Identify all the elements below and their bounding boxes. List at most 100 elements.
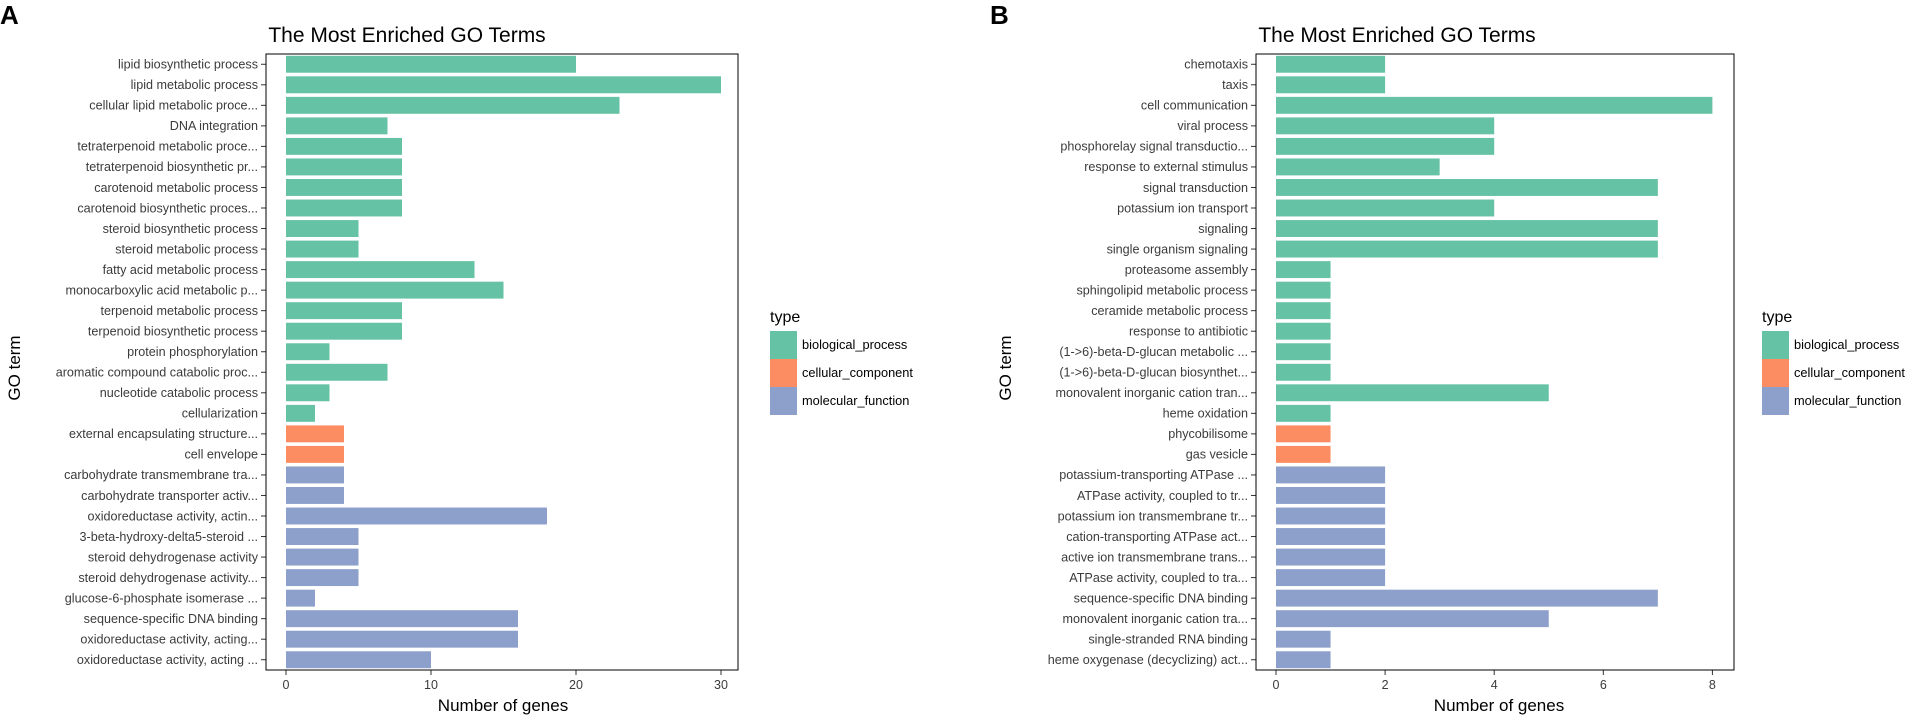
bar-molecular-function xyxy=(286,528,359,545)
y-tick-label: phycobilisome xyxy=(1168,427,1248,441)
bar-biological-process xyxy=(1276,384,1549,402)
bar-molecular-function xyxy=(1276,528,1386,545)
bar-biological-process xyxy=(1276,240,1658,258)
y-tick-label: steroid dehydrogenase activity... xyxy=(78,571,258,585)
bar-series xyxy=(1276,55,1713,669)
bar-cellular-component xyxy=(1276,445,1331,463)
bar-biological-process xyxy=(1276,281,1331,299)
bar-molecular-function xyxy=(286,466,344,484)
panel-label: B xyxy=(990,0,1009,30)
legend-swatch-molecular-function xyxy=(1762,387,1789,415)
bar-biological-process xyxy=(286,96,620,114)
y-tick-label: (1->6)-beta-D-glucan metabolic ... xyxy=(1059,345,1248,359)
bar-biological-process xyxy=(286,76,721,94)
y-tick-label: oxidoreductase activity, acting ... xyxy=(77,653,258,667)
x-tick-label: 8 xyxy=(1709,678,1716,692)
y-tick-label: ceramide metabolic process xyxy=(1091,304,1248,318)
legend-label-biological-process: biological_process xyxy=(802,337,907,352)
y-tick-label: sequence-specific DNA binding xyxy=(84,612,258,626)
bar-biological-process xyxy=(286,240,359,258)
y-tick-label: signal transduction xyxy=(1143,181,1248,195)
chart-title: The Most Enriched GO Terms xyxy=(1258,24,1535,47)
bar-biological-process xyxy=(1276,179,1658,196)
legend-swatch-molecular-function xyxy=(770,387,797,415)
y-tick-label: carbohydrate transporter activ... xyxy=(81,489,258,503)
y-tick-label: nucleotide catabolic process xyxy=(100,386,258,400)
y-axis-title: GO term xyxy=(996,335,1015,400)
bar-biological-process xyxy=(286,117,388,135)
bar-biological-process xyxy=(286,220,359,237)
bar-biological-process xyxy=(1276,137,1495,155)
y-tick-label: potassium-transporting ATPase ... xyxy=(1059,468,1248,482)
bar-molecular-function xyxy=(1276,487,1386,504)
y-tick-label: cell communication xyxy=(1141,99,1248,113)
y-tick-label: cellular lipid metabolic proce... xyxy=(89,99,258,113)
bar-molecular-function xyxy=(286,651,431,669)
bar-biological-process xyxy=(1276,220,1658,237)
bar-molecular-function xyxy=(286,548,359,566)
bar-molecular-function xyxy=(286,589,315,607)
y-tick-label: monovalent inorganic cation tra... xyxy=(1062,612,1248,626)
bar-biological-process xyxy=(1276,55,1386,73)
panel-a: A The Most Enriched GO Terms GO term Num… xyxy=(0,0,913,715)
bar-biological-process xyxy=(1276,76,1386,94)
y-tick-label: viral process xyxy=(1177,119,1248,133)
bar-biological-process xyxy=(286,322,402,340)
y-tick-label: ATPase activity, coupled to tra... xyxy=(1069,571,1248,585)
y-tick-label: tetraterpenoid metabolic proce... xyxy=(77,140,258,154)
bar-biological-process xyxy=(286,199,402,217)
bar-biological-process xyxy=(286,343,330,361)
y-tick-label: response to antibiotic xyxy=(1129,325,1248,339)
y-tick-label: phosphorelay signal transductio... xyxy=(1060,140,1248,154)
legend: type biological_process cellular_compone… xyxy=(770,309,913,415)
y-tick-label: (1->6)-beta-D-glucan biosynthet... xyxy=(1059,366,1248,380)
x-ticks: 0 10 20 30 xyxy=(283,670,728,692)
bar-biological-process xyxy=(286,158,402,176)
x-tick-label: 30 xyxy=(714,678,728,692)
y-tick-label: active ion transmembrane trans... xyxy=(1061,550,1248,564)
y-tick-label: oxidoreductase activity, acting... xyxy=(80,633,258,647)
y-tick-label: external encapsulating structure... xyxy=(69,427,258,441)
bar-biological-process xyxy=(1276,117,1495,135)
bar-biological-process xyxy=(1276,363,1331,381)
legend-label-molecular-function: molecular_function xyxy=(1794,393,1901,408)
y-tick-label: potassium ion transport xyxy=(1117,201,1248,215)
y-tick-label: protein phosphorylation xyxy=(127,345,258,359)
bar-molecular-function xyxy=(1276,548,1386,566)
y-tick-label: lipid biosynthetic process xyxy=(118,58,258,72)
x-tick-label: 2 xyxy=(1382,678,1389,692)
y-tick-label: potassium ion transmembrane tr... xyxy=(1058,509,1248,523)
bar-molecular-function xyxy=(1276,630,1331,648)
bar-biological-process xyxy=(1276,158,1440,176)
y-axis-title: GO term xyxy=(5,335,24,400)
y-tick-label: steroid dehydrogenase activity xyxy=(88,550,259,564)
plot-frame xyxy=(265,53,739,671)
plot-frame xyxy=(1255,53,1735,671)
y-tick-label: DNA integration xyxy=(170,119,258,133)
y-tick-label: monocarboxylic acid metabolic p... xyxy=(66,283,259,297)
bar-series xyxy=(286,55,721,669)
legend-title: type xyxy=(1762,309,1792,326)
bar-biological-process xyxy=(1276,261,1331,279)
legend-title: type xyxy=(770,309,800,326)
y-tick-label: tetraterpenoid biosynthetic pr... xyxy=(86,160,258,174)
y-tick-label: steroid biosynthetic process xyxy=(103,222,258,236)
x-tick-label: 6 xyxy=(1600,678,1607,692)
y-tick-labels: lipid biosynthetic process lipid metaboli… xyxy=(56,58,266,667)
bar-biological-process xyxy=(286,281,504,299)
y-tick-label: terpenoid biosynthetic process xyxy=(88,325,258,339)
legend-swatch-biological-process xyxy=(1762,331,1789,359)
bar-cellular-component xyxy=(1276,425,1331,443)
y-tick-label: single-stranded RNA binding xyxy=(1088,633,1248,647)
bar-molecular-function xyxy=(1276,610,1549,628)
bar-biological-process xyxy=(1276,343,1331,361)
x-tick-label: 4 xyxy=(1491,678,1498,692)
y-tick-label: response to external stimulus xyxy=(1084,160,1248,174)
legend-label-cellular-component: cellular_component xyxy=(802,365,913,380)
y-tick-label: steroid metabolic process xyxy=(115,242,258,256)
legend-swatch-cellular-component xyxy=(1762,359,1789,387)
bar-molecular-function xyxy=(1276,651,1331,669)
bar-molecular-function xyxy=(1276,466,1386,484)
y-tick-label: fatty acid metabolic process xyxy=(103,263,258,277)
